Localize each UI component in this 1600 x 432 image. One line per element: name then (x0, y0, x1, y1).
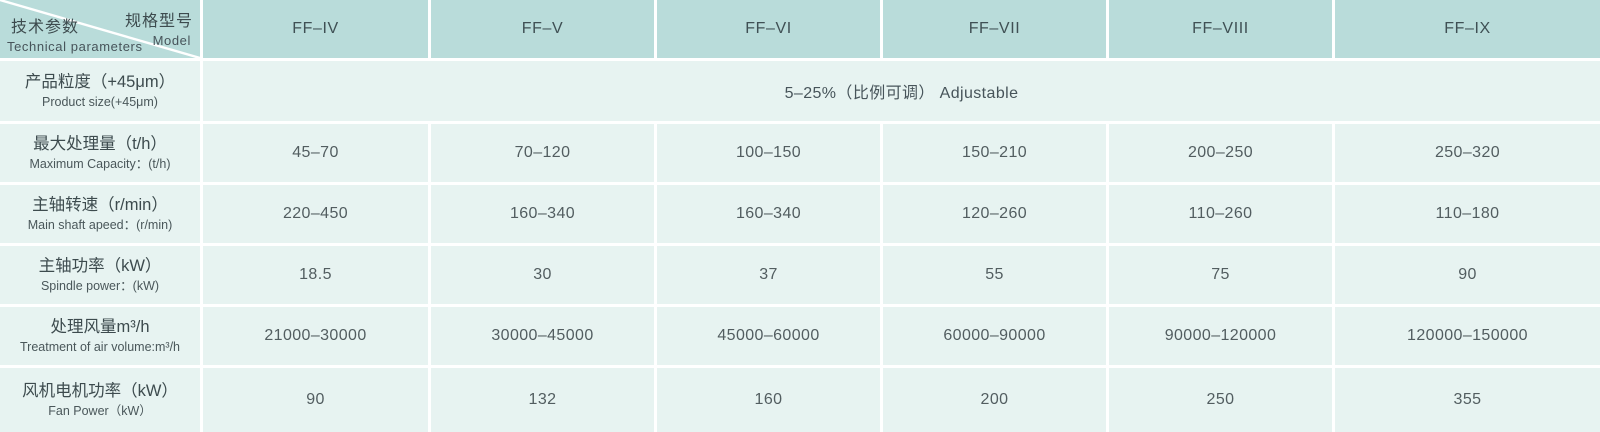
value-cell: 18.5 (203, 246, 428, 304)
row-label-zh: 风机电机功率（kW） (22, 382, 178, 401)
row-label-en: Treatment of air volume:m³/h (19, 339, 180, 354)
row-label-zh: 最大处理量（t/h） (33, 135, 167, 154)
row-label-en: Spindle power：(kW) (40, 278, 160, 293)
value-cell: 200 (883, 368, 1106, 432)
value-cell: 100–150 (657, 124, 880, 182)
row-label-en: Main shaft apeed：(r/min) (27, 217, 173, 232)
row-label-zh: 产品粒度（+45μm） (24, 73, 176, 92)
value-cell: 45000–60000 (657, 307, 880, 365)
diagonal-divider-line (0, 0, 200, 58)
value-cell: 75 (1109, 246, 1332, 304)
value-cell: 160 (657, 368, 880, 432)
parameters-header-zh: 技术参数 (11, 19, 80, 36)
value-cell: 90 (1335, 246, 1600, 304)
value-cell: 90 (203, 368, 428, 432)
model-header-zh: 规格型号 (124, 13, 193, 30)
row-label-zh: 主轴转速（r/min） (32, 196, 168, 215)
value-cell: 90000–120000 (1109, 307, 1332, 365)
value-cell: 355 (1335, 368, 1600, 432)
parameters-header-block: 技术参数 Technical parameters (7, 13, 143, 54)
value-cell: 30 (431, 246, 654, 304)
row-label-air-volume: 处理风量m³/h Treatment of air volume:m³/h (0, 307, 200, 365)
model-column-header-ff-ix: FF–IX (1335, 0, 1600, 58)
model-column-header-ff-vi: FF–VI (657, 0, 880, 58)
value-cell: 150–210 (883, 124, 1106, 182)
value-cell: 110–260 (1109, 185, 1332, 243)
model-column-header-ff-v: FF–V (431, 0, 654, 58)
value-cell: 37 (657, 246, 880, 304)
corner-header-cell: 规格型号 Model 技术参数 Technical parameters (0, 0, 200, 58)
row-label-product-size: 产品粒度（+45μm） Product size(+45μm) (0, 61, 200, 121)
value-cell: 160–340 (657, 185, 880, 243)
value-cell: 55 (883, 246, 1106, 304)
row-label-zh: 处理风量m³/h (50, 318, 150, 337)
row-label-fan-power: 风机电机功率（kW） Fan Power（kW） (0, 368, 200, 432)
model-header-block: 规格型号 Model (125, 7, 193, 48)
value-cell: 60000–90000 (883, 307, 1106, 365)
value-cell: 132 (431, 368, 654, 432)
model-column-header-ff-iv: FF–IV (203, 0, 428, 58)
row-label-en: Product size(+45μm) (42, 94, 158, 109)
row-label-spindle-power: 主轴功率（kW） Spindle power：(kW) (0, 246, 200, 304)
value-cell: 30000–45000 (431, 307, 654, 365)
value-cell: 120–260 (883, 185, 1106, 243)
value-cell: 21000–30000 (203, 307, 428, 365)
parameters-header-en: Technical parameters (7, 39, 143, 54)
value-cell: 70–120 (431, 124, 654, 182)
product-size-merged-value: 5–25%（比例可调） Adjustable (203, 61, 1600, 121)
value-cell: 220–450 (203, 185, 428, 243)
value-cell: 45–70 (203, 124, 428, 182)
value-cell: 200–250 (1109, 124, 1332, 182)
value-cell: 250 (1109, 368, 1332, 432)
value-cell: 120000–150000 (1335, 307, 1600, 365)
value-cell: 110–180 (1335, 185, 1600, 243)
row-label-en: Maximum Capacity：(t/h) (29, 156, 171, 171)
value-cell: 250–320 (1335, 124, 1600, 182)
row-label-main-shaft-speed: 主轴转速（r/min） Main shaft apeed：(r/min) (0, 185, 200, 243)
model-column-header-ff-vii: FF–VII (883, 0, 1106, 58)
value-cell: 160–340 (431, 185, 654, 243)
model-header-en: Model (152, 33, 191, 48)
row-label-zh: 主轴功率（kW） (38, 257, 162, 276)
model-column-header-ff-viii: FF–VIII (1109, 0, 1332, 58)
row-label-en: Fan Power（kW） (48, 403, 152, 418)
row-label-maximum-capacity: 最大处理量（t/h） Maximum Capacity：(t/h) (0, 124, 200, 182)
